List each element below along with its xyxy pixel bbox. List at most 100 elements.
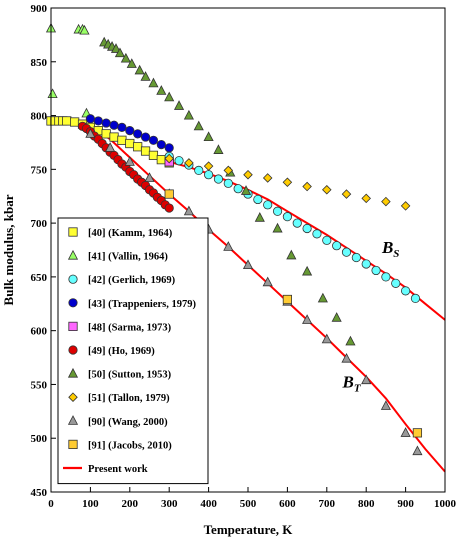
y-tick-label: 900	[31, 3, 48, 15]
legend-marker	[68, 274, 78, 284]
legend-label: [49] (Ho, 1969)	[88, 346, 155, 357]
x-tick-label: 300	[161, 498, 178, 510]
data-point-0	[140, 146, 151, 156]
data-point-6	[203, 131, 214, 142]
data-point-7	[282, 177, 293, 188]
data-point-2	[312, 229, 322, 239]
data-point-6	[126, 58, 137, 68]
data-point-3	[117, 122, 127, 132]
data-point-6	[240, 185, 252, 195]
data-point-6	[183, 109, 194, 120]
data-point-7	[203, 161, 214, 171]
data-point-7	[341, 189, 352, 199]
data-point-6	[286, 249, 297, 260]
data-point-2	[341, 247, 352, 257]
legend-label: [50] (Sutton, 1953)	[88, 370, 172, 381]
data-point-8	[144, 172, 155, 182]
curve-label: BS	[381, 238, 399, 260]
curve-labels: BS BT	[342, 238, 400, 394]
data-point-7	[243, 169, 253, 180]
data-point-7	[361, 193, 371, 204]
data-point-7	[322, 185, 332, 195]
x-axis-title: Temperature, K	[204, 522, 294, 537]
legend-marker	[68, 321, 78, 332]
data-point-7	[164, 153, 174, 164]
data-point-3	[93, 116, 103, 126]
data-point-7	[184, 158, 194, 168]
y-tick-label: 800	[31, 111, 48, 123]
data-point-3	[109, 120, 119, 130]
x-tick-label: 800	[358, 498, 375, 510]
legend: [40] (Kamm, 1964) [41] (Vallin, 1964) [42]…	[57, 217, 209, 485]
data-point-9	[282, 294, 293, 305]
data-point-3	[125, 126, 135, 136]
data-point-8	[380, 400, 391, 410]
data-point-6	[164, 91, 175, 102]
data-point-8	[412, 445, 423, 456]
data-point-5	[164, 203, 174, 213]
data-point-2	[351, 252, 361, 263]
data-point-2	[253, 194, 263, 205]
data-point-6	[140, 71, 151, 81]
data-point-2	[204, 170, 214, 180]
x-tick-label: 1000	[434, 498, 457, 510]
data-point-1	[47, 88, 58, 99]
data-point-3	[156, 139, 166, 150]
data-point-2	[400, 286, 411, 296]
x-tick-label: 100	[82, 498, 99, 510]
data-point-6	[302, 265, 313, 276]
y-tick-label: 700	[31, 218, 48, 230]
data-point-8	[105, 142, 116, 152]
legend-label: [41] (Vallin, 1964)	[88, 252, 168, 263]
x-tick-label: 400	[200, 498, 217, 510]
data-point-2	[213, 174, 224, 184]
x-tick-label: 500	[240, 498, 257, 510]
data-point-9	[164, 189, 174, 199]
data-point-8	[85, 128, 96, 138]
data-point-8	[242, 259, 254, 270]
data-point-0	[156, 155, 166, 165]
data-point-2	[332, 241, 342, 251]
data-point-7	[400, 201, 411, 211]
data-point-0	[148, 150, 159, 160]
data-point-2	[381, 272, 391, 282]
data-point-8	[400, 427, 411, 437]
y-tick-label: 750	[31, 164, 48, 176]
data-point-2	[391, 278, 401, 288]
data-point-8	[341, 352, 352, 363]
data-point-0	[62, 116, 72, 126]
y-tick-label: 650	[31, 272, 48, 284]
data-point-6	[331, 312, 342, 322]
data-point-2	[174, 156, 184, 166]
data-point-3	[85, 114, 96, 124]
data-point-0	[101, 129, 111, 139]
data-point-3	[164, 143, 174, 153]
legend-marker	[68, 227, 78, 237]
data-point-8	[321, 333, 332, 344]
data-point-2	[282, 212, 292, 222]
data-point-7	[223, 165, 234, 176]
data-point-2	[302, 223, 312, 234]
data-point-8	[124, 156, 135, 166]
legend-label: [91] (Jacobs, 2010)	[88, 440, 172, 451]
data-point-2	[371, 265, 381, 276]
x-tick-label: 900	[397, 498, 414, 510]
data-point-3	[101, 118, 111, 128]
x-tick-label: 700	[319, 498, 336, 510]
data-point-6	[193, 120, 204, 131]
data-point-6	[120, 52, 131, 63]
data-point-6	[134, 64, 145, 75]
data-point-6	[148, 77, 159, 88]
data-point-6	[156, 85, 167, 95]
data-point-8	[361, 374, 372, 385]
data-point-2	[263, 200, 273, 210]
legend-label: [90] (Wang, 2000)	[88, 417, 168, 428]
curve-label: BT	[342, 373, 362, 395]
data-point-7	[381, 196, 391, 207]
data-point-0	[117, 135, 127, 145]
data-point-6	[114, 47, 126, 58]
data-point-0	[133, 142, 143, 152]
data-point-8	[223, 241, 234, 251]
legend-label: [40] (Kamm, 1964)	[88, 228, 173, 239]
data-point-6	[317, 292, 328, 303]
